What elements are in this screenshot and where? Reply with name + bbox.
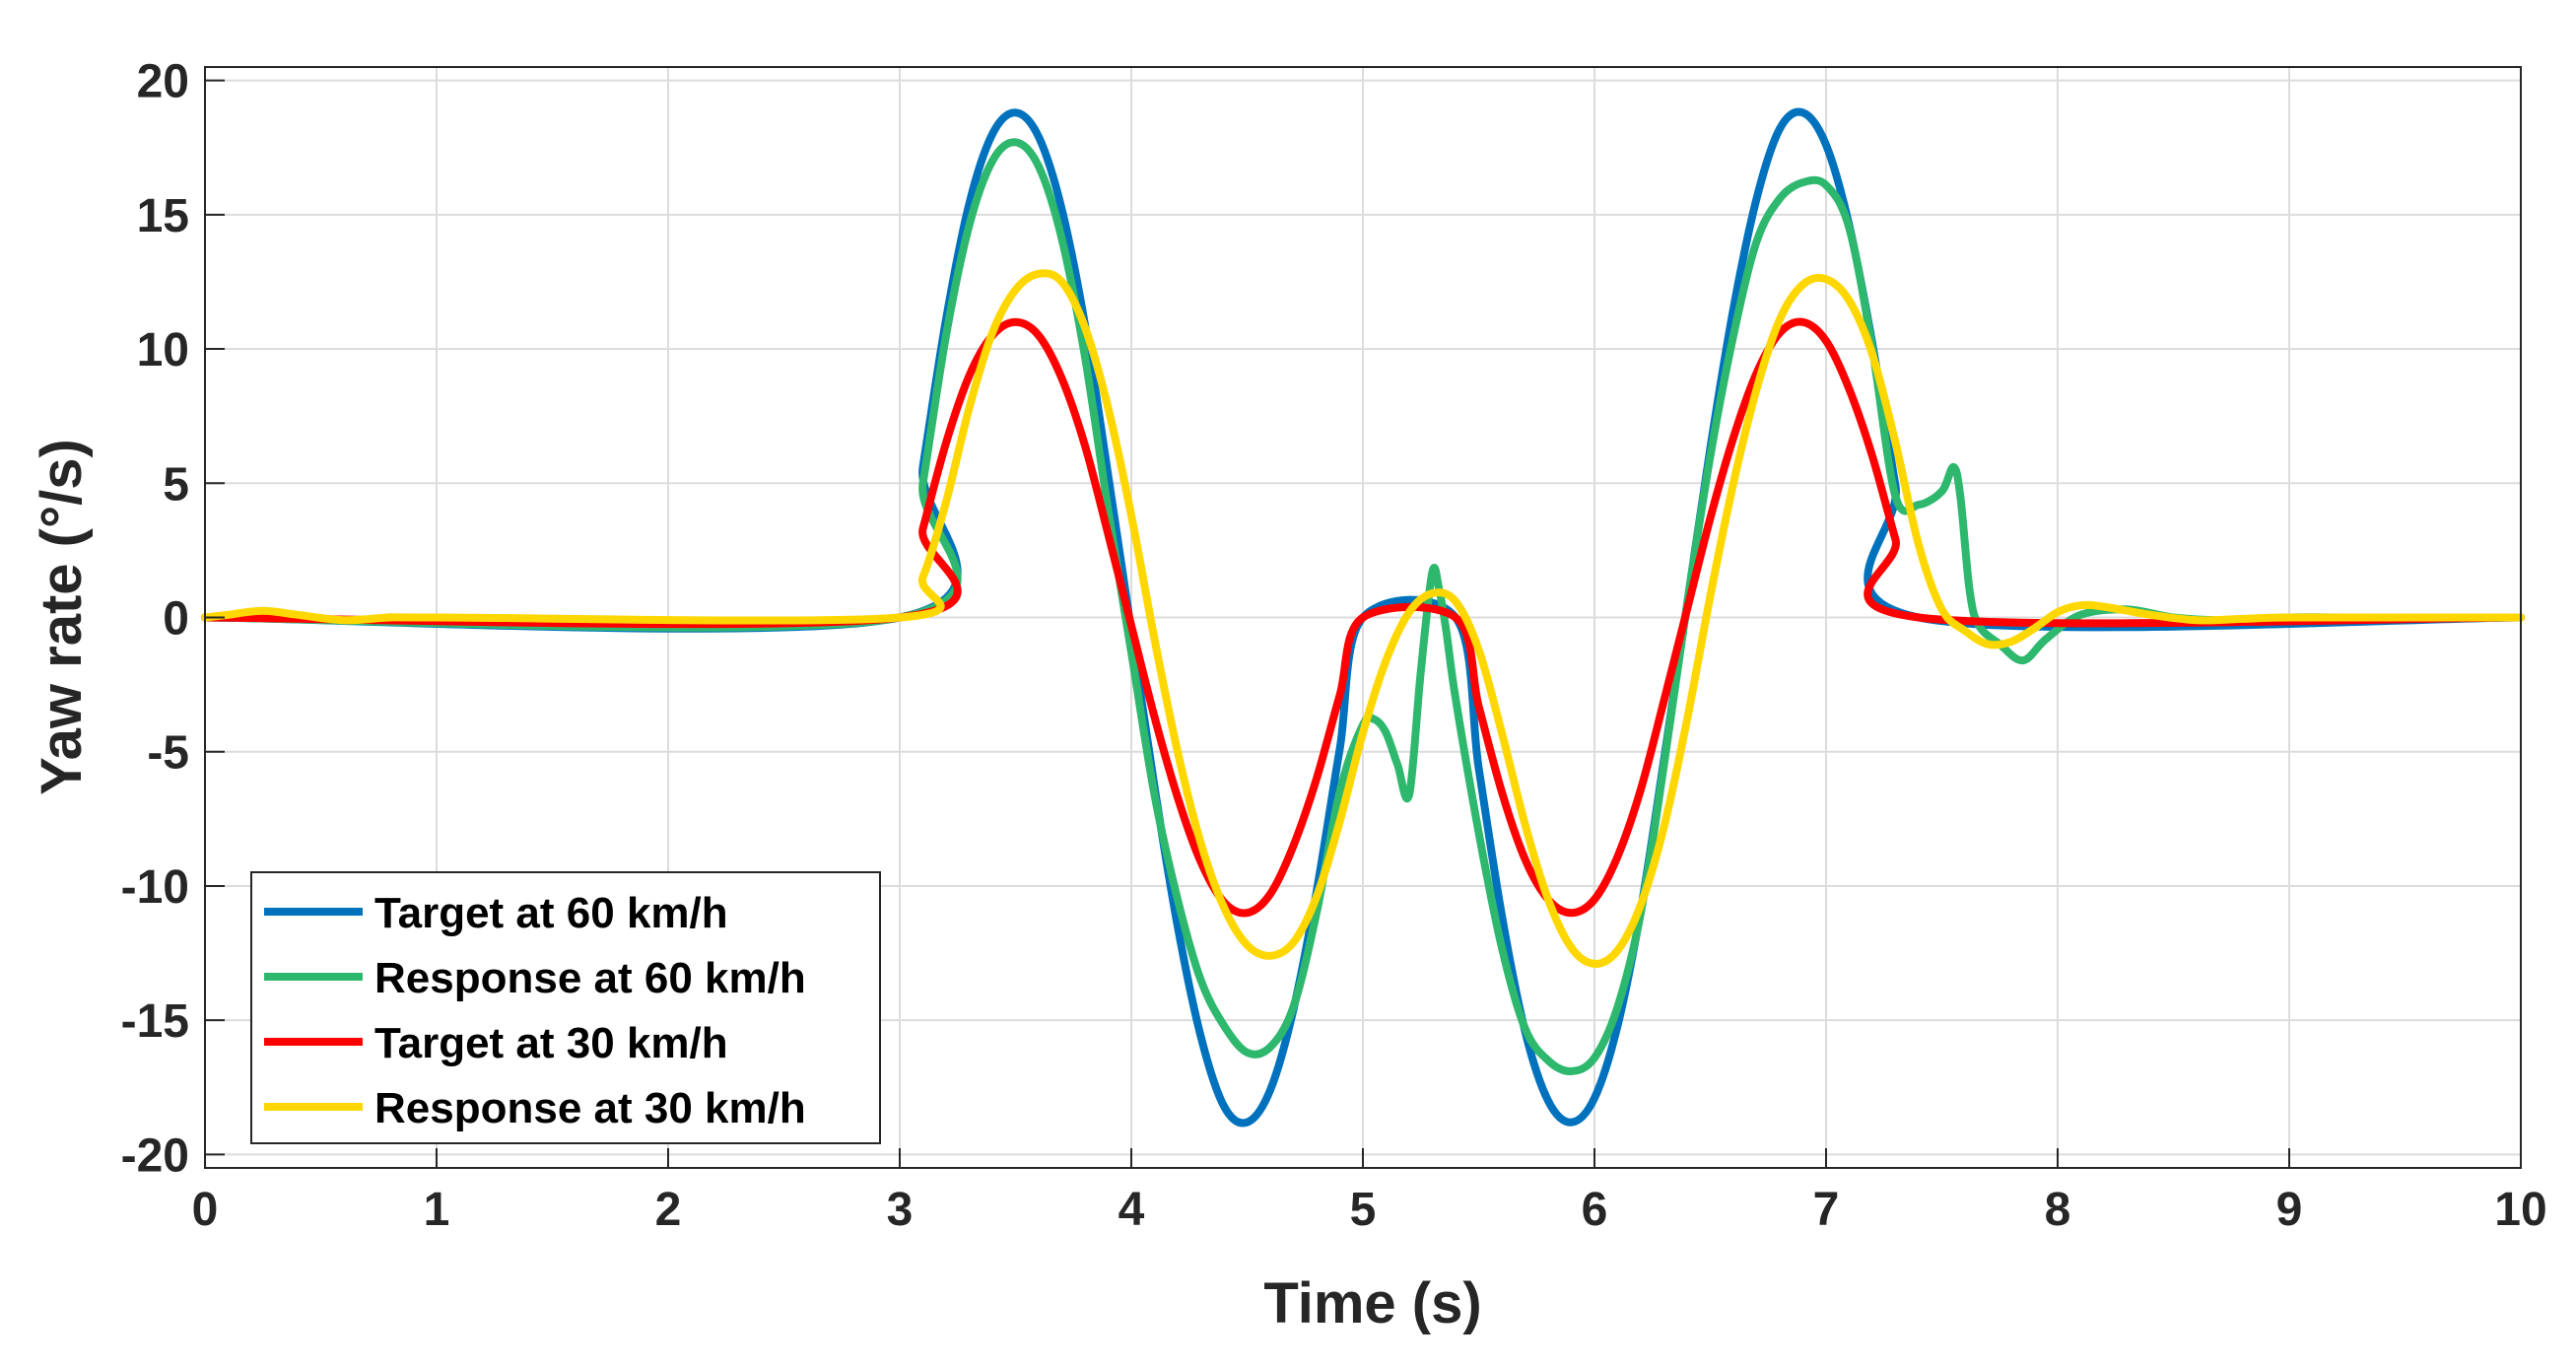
- x-tick-label: 10: [2494, 1184, 2546, 1236]
- y-tick-label: 0: [163, 593, 189, 646]
- legend-label-response-at-60-km-h: Response at 60 km/h: [374, 954, 806, 1002]
- y-tick-label: -15: [121, 995, 189, 1048]
- x-axis-label: Time (s): [1263, 1271, 1481, 1335]
- series-line-response-at-30-km-h: [201, 269, 2525, 968]
- y-tick-label: 20: [137, 56, 189, 108]
- x-tick-label: 3: [887, 1184, 914, 1236]
- x-tick-label: 6: [1582, 1184, 1608, 1236]
- x-tick-label: 9: [2276, 1184, 2303, 1236]
- series-lines: [201, 107, 2525, 1128]
- series-line-target-at-30-km-h: [201, 317, 2525, 918]
- x-tick-label: 4: [1119, 1184, 1145, 1236]
- y-tick-label: -10: [121, 861, 189, 914]
- legend-label-response-at-30-km-h: Response at 30 km/h: [374, 1084, 806, 1132]
- axis-ticks: 0 1 2 3 4 5 6 7 8 9 10 -20 -15 -10 -5 0 5 10 15 20: [121, 56, 2547, 1236]
- x-tick-label: 7: [1813, 1184, 1840, 1236]
- x-tick-label: 1: [424, 1184, 450, 1236]
- y-tick-label: 10: [137, 324, 189, 376]
- y-tick-label: 5: [163, 458, 189, 511]
- legend: Target at 60 km/h Response at 60 km/h Targ…: [250, 871, 881, 1144]
- legend-box: [250, 871, 881, 1144]
- legend-label-target-at-30-km-h: Target at 30 km/h: [374, 1019, 728, 1067]
- y-axis-label: Yaw rate (°/s): [30, 439, 94, 795]
- series-line-response-at-60-km-h: [201, 138, 2525, 1075]
- x-tick-label: 0: [192, 1184, 219, 1236]
- x-tick-label: 2: [655, 1184, 682, 1236]
- y-tick-label: -20: [121, 1129, 189, 1182]
- y-tick-label: -5: [147, 727, 189, 780]
- x-tick-label: 5: [1350, 1184, 1377, 1236]
- y-tick-label: 15: [137, 190, 189, 242]
- x-tick-label: 8: [2045, 1184, 2071, 1236]
- legend-label-target-at-60-km-h: Target at 60 km/h: [374, 889, 728, 937]
- series-line-target-at-60-km-h: [201, 107, 2525, 1128]
